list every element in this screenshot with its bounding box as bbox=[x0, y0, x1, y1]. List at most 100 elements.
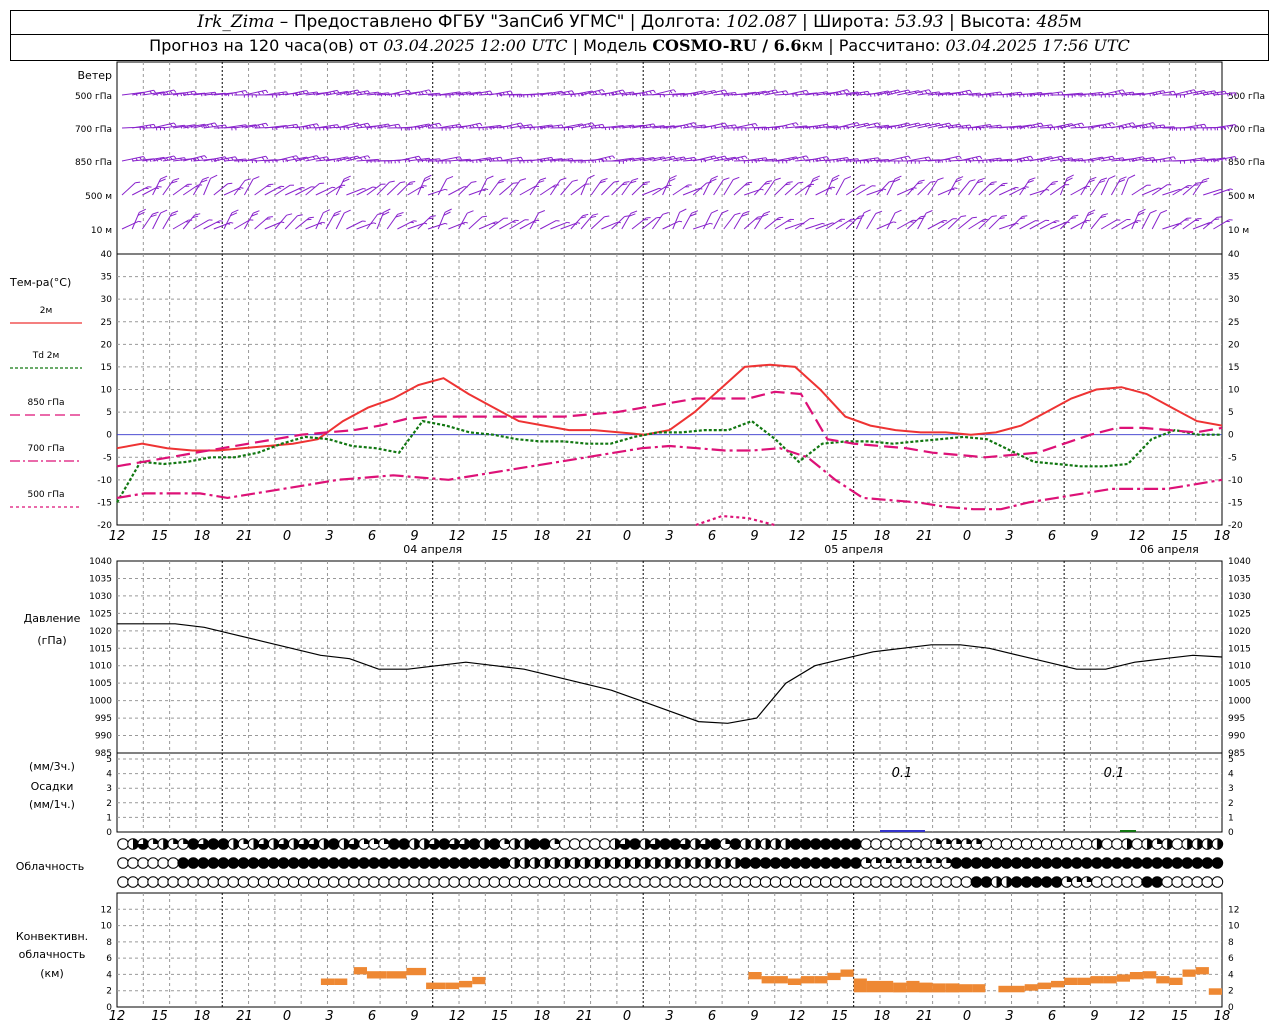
wind-barb-feather bbox=[1016, 222, 1019, 225]
wind-barb-feather bbox=[475, 123, 479, 127]
model-unit: км bbox=[801, 36, 824, 55]
cloud-cover-icon bbox=[820, 838, 832, 850]
wind-barb-feather bbox=[604, 215, 610, 218]
cloud-cover-icon bbox=[358, 876, 370, 888]
wind-barb-feather bbox=[513, 182, 518, 184]
wind-barb-feather bbox=[764, 182, 770, 185]
cloud-cover-icon bbox=[257, 876, 270, 888]
cloud-cover-fill bbox=[564, 857, 571, 869]
wind-barb-feather bbox=[138, 220, 142, 223]
cloud-cover-icon bbox=[729, 876, 742, 888]
cloud-cover-icon bbox=[458, 857, 471, 869]
conv-hour-tick: 6 bbox=[708, 1009, 716, 1024]
temp-legend-label: 700 гПа bbox=[27, 444, 64, 454]
cloud-cover-fill bbox=[916, 857, 922, 863]
temp-tick-left: -5 bbox=[103, 453, 112, 463]
wind-barb bbox=[417, 92, 440, 96]
wind-barb-feather bbox=[839, 91, 842, 95]
wind-barb-feather bbox=[1073, 214, 1079, 217]
wind-barb-feather bbox=[873, 123, 877, 127]
wind-barb-feather bbox=[1159, 159, 1162, 163]
wind-level-right: 500 м bbox=[1228, 192, 1255, 202]
wind-barb-feather bbox=[969, 89, 973, 94]
wind-barb-feather bbox=[210, 174, 218, 179]
cloud-cover-fill bbox=[233, 838, 239, 850]
wind-barb-feather bbox=[506, 126, 509, 130]
wind-barb bbox=[856, 185, 873, 196]
wind-barb-feather bbox=[363, 156, 367, 160]
cloud-cover-icon bbox=[207, 838, 220, 850]
wind-barb-feather bbox=[200, 179, 208, 183]
wind-barb bbox=[499, 182, 514, 196]
cloud-cover-icon bbox=[749, 876, 762, 888]
temp-tick-left: 0 bbox=[106, 431, 112, 441]
conv-cloud-bar bbox=[814, 976, 828, 984]
wind-barb-feather bbox=[976, 180, 984, 184]
cloud-cover-fill bbox=[384, 838, 390, 844]
wind-barb-feather bbox=[153, 124, 156, 128]
wind-barb-feather bbox=[461, 223, 465, 225]
wind-barb-feather bbox=[828, 188, 833, 190]
wind-barb-feather bbox=[1234, 124, 1237, 128]
wind-barb bbox=[702, 212, 712, 230]
cloud-title: Облачность bbox=[16, 860, 85, 873]
cloud-cover-fill bbox=[866, 857, 872, 863]
temp-tick-left: 30 bbox=[101, 295, 113, 305]
wind-barb-feather bbox=[1061, 91, 1064, 95]
wind-barb bbox=[897, 122, 919, 129]
cloud-cover-fill bbox=[655, 857, 661, 869]
wind-barb-feather bbox=[344, 175, 351, 180]
cloud-cover-fill bbox=[735, 857, 741, 869]
wind-barb-feather bbox=[1080, 94, 1082, 98]
wind-barb-feather bbox=[802, 156, 805, 160]
wind-barb-feather bbox=[567, 91, 571, 95]
wind-level-right: 850 гПа bbox=[1228, 158, 1265, 168]
wind-barb-feather bbox=[1019, 217, 1026, 220]
precip-value-1: 0.1 bbox=[892, 766, 913, 781]
wind-barb-feather bbox=[792, 94, 794, 97]
wind-barb-feather bbox=[326, 156, 330, 160]
wind-barb-feather bbox=[590, 215, 597, 219]
cloud-cover-icon bbox=[408, 876, 421, 888]
cloud-cover-icon bbox=[1191, 857, 1204, 869]
cloud-cover-icon bbox=[629, 876, 641, 888]
conv-cloud-bar bbox=[1051, 980, 1065, 988]
wind-barb-feather bbox=[1019, 94, 1021, 98]
wind-barb-feather bbox=[700, 159, 703, 163]
temp-hour-tick: 9 bbox=[1090, 529, 1098, 544]
station-name: Irk_Zima bbox=[197, 12, 275, 32]
wind-barb-feather bbox=[571, 90, 575, 94]
cloud-cover-fill bbox=[1197, 838, 1203, 850]
cloud-cover-icon bbox=[207, 857, 220, 869]
temp-hour-tick: 3 bbox=[665, 529, 673, 544]
conv-title-1: Конвективн. bbox=[16, 930, 88, 943]
cloud-cover-fill bbox=[534, 857, 540, 869]
wind-barb-feather bbox=[1088, 209, 1096, 214]
conv-cloud-bar bbox=[320, 978, 335, 985]
wind-barb bbox=[193, 219, 210, 230]
wind-barb-feather bbox=[1202, 177, 1210, 181]
cloud-cover-fill bbox=[705, 857, 711, 869]
cloud-cover-icon bbox=[217, 838, 230, 850]
cloud-cover-icon bbox=[538, 838, 551, 850]
wind-barb-feather bbox=[624, 215, 630, 217]
conv-tick-right: 2 bbox=[1228, 987, 1234, 997]
wind-barb-feather bbox=[566, 221, 570, 224]
cloud-cover-icon bbox=[137, 876, 149, 888]
temp-tick-left: 40 bbox=[101, 250, 113, 260]
temp-series-line bbox=[116, 363, 1223, 452]
cloud-cover-icon bbox=[318, 876, 330, 888]
wind-barb-feather bbox=[301, 187, 305, 189]
wind-barb-feather bbox=[261, 156, 265, 160]
conv-tick-left: 6 bbox=[106, 954, 112, 964]
wind-barb-feather bbox=[965, 90, 969, 94]
cloud-cover-icon bbox=[840, 838, 852, 850]
cloud-cover-icon bbox=[448, 876, 461, 888]
wind-barb bbox=[1141, 212, 1151, 230]
wind-barb-feather bbox=[1220, 189, 1223, 191]
wind-barb-feather bbox=[843, 126, 845, 130]
cloud-cover-icon bbox=[870, 876, 882, 888]
precip-value-2: 0.1 bbox=[1104, 766, 1125, 781]
cloud-cover-fill bbox=[1217, 838, 1223, 850]
cloud-cover-icon bbox=[348, 876, 360, 888]
